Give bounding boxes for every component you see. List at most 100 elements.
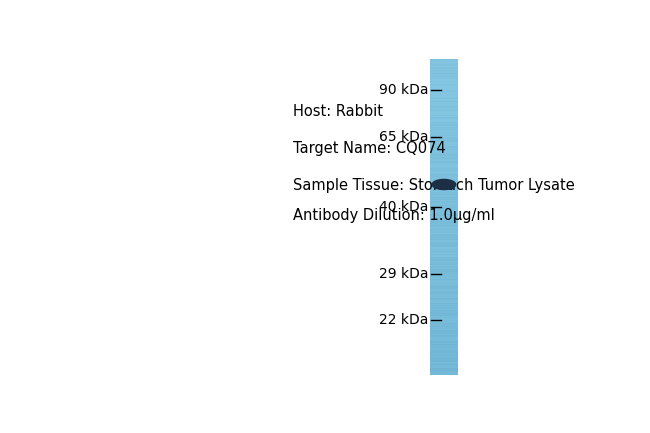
Bar (430, 219, 458, 220)
Bar (430, 309, 458, 310)
Bar (430, 111, 458, 113)
Bar (430, 113, 458, 115)
Bar (430, 356, 458, 357)
Bar (430, 363, 458, 364)
Bar (430, 233, 458, 234)
Bar (430, 179, 458, 180)
Bar (430, 66, 458, 67)
Bar (430, 269, 458, 270)
Bar (430, 373, 458, 374)
Bar (430, 365, 458, 366)
Bar (430, 161, 458, 162)
Bar (430, 290, 458, 291)
Bar (430, 166, 458, 168)
Bar (430, 183, 458, 184)
Bar (430, 221, 458, 222)
Bar (430, 188, 458, 190)
Bar (430, 180, 458, 181)
Bar (430, 240, 458, 241)
Bar (430, 257, 458, 258)
Bar (430, 151, 458, 152)
Bar (430, 359, 458, 361)
Bar (430, 159, 458, 160)
Bar (430, 327, 458, 328)
Bar (430, 279, 458, 280)
Text: Sample Tissue: Stomach Tumor Lysate: Sample Tissue: Stomach Tumor Lysate (292, 178, 575, 193)
Bar (430, 109, 458, 110)
Bar (430, 96, 458, 97)
Bar (430, 80, 458, 81)
Bar (430, 126, 458, 127)
Bar (430, 86, 458, 87)
Bar (430, 312, 458, 313)
Bar (430, 278, 458, 279)
Bar (430, 276, 458, 277)
Bar (430, 318, 458, 320)
Bar (430, 370, 458, 371)
Bar (430, 128, 458, 129)
Bar (430, 271, 458, 272)
Bar (430, 156, 458, 157)
Text: 29 kDa: 29 kDa (380, 267, 429, 281)
Bar (430, 107, 458, 108)
Bar (430, 91, 458, 92)
Bar (430, 152, 458, 154)
Bar (430, 182, 458, 183)
Bar (430, 226, 458, 228)
Bar (430, 340, 458, 342)
Bar (430, 194, 458, 195)
Bar (430, 307, 458, 308)
Bar (430, 224, 458, 226)
Bar (430, 192, 458, 193)
Bar (430, 201, 458, 202)
Bar (430, 288, 458, 289)
Bar (430, 252, 458, 253)
Bar (430, 141, 458, 142)
Bar (430, 139, 458, 140)
Bar (430, 142, 458, 143)
Bar (430, 295, 458, 296)
Bar (430, 243, 458, 245)
Bar (430, 120, 458, 121)
Bar (430, 154, 458, 155)
Bar (430, 99, 458, 100)
Bar (430, 193, 458, 194)
Bar (430, 357, 458, 359)
Bar (430, 198, 458, 199)
Bar (430, 72, 458, 74)
Bar (430, 343, 458, 344)
Bar (430, 132, 458, 134)
Bar (430, 335, 458, 336)
Bar (430, 211, 458, 212)
Bar (430, 137, 458, 138)
Bar (430, 81, 458, 82)
Bar (430, 155, 458, 156)
Bar (430, 352, 458, 353)
Bar (430, 292, 458, 293)
Bar (430, 248, 458, 249)
Bar (430, 297, 458, 298)
Bar (430, 190, 458, 191)
Bar (430, 291, 458, 292)
Bar (430, 306, 458, 307)
Bar (430, 331, 458, 332)
Bar (430, 119, 458, 120)
Bar (430, 303, 458, 304)
Bar (430, 118, 458, 119)
Bar (430, 134, 458, 135)
Bar (430, 232, 458, 233)
Bar (430, 200, 458, 201)
Bar (430, 267, 458, 268)
Bar (430, 286, 458, 287)
Bar (430, 342, 458, 343)
Bar (430, 231, 458, 232)
Bar (430, 236, 458, 237)
Bar (430, 334, 458, 335)
Bar (430, 121, 458, 122)
Bar (430, 202, 458, 203)
Text: 65 kDa: 65 kDa (380, 130, 429, 144)
Bar (430, 136, 458, 137)
Bar (430, 289, 458, 290)
Bar (430, 222, 458, 223)
Bar (430, 255, 458, 256)
